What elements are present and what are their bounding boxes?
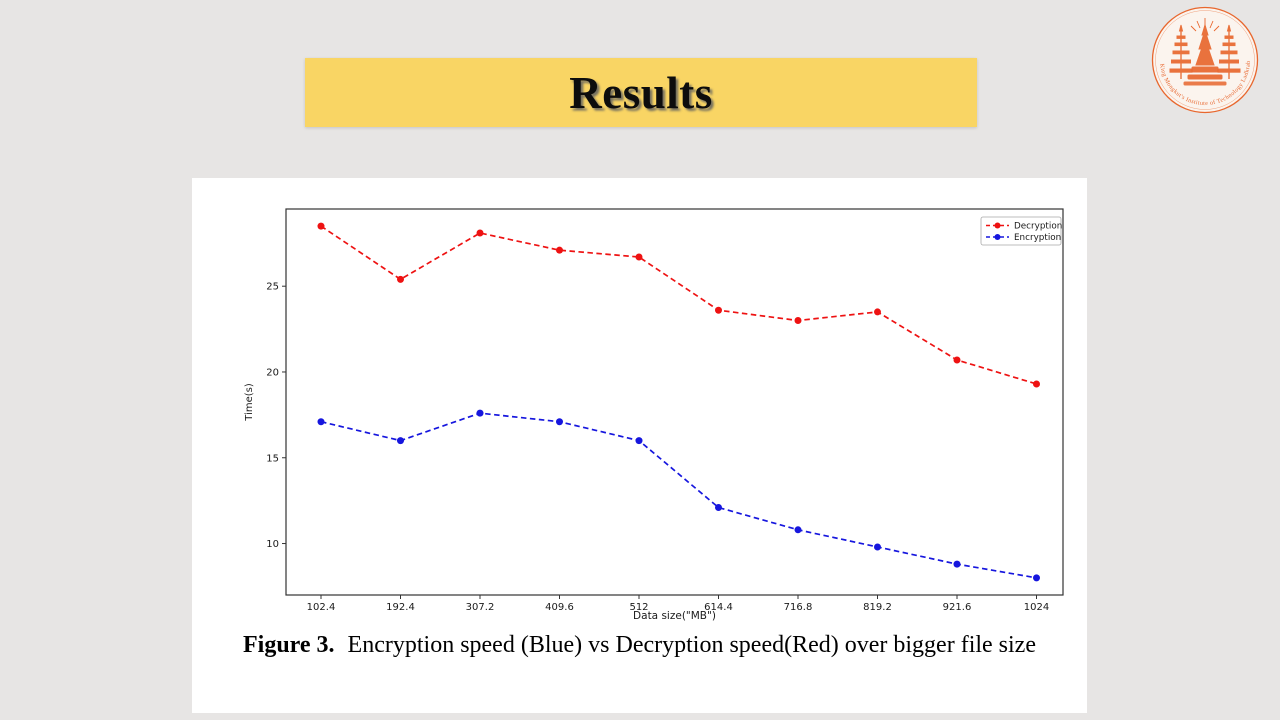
data-point (953, 356, 961, 364)
legend-label: Encryption (1014, 233, 1061, 243)
figure-caption-label: Figure 3. (243, 632, 335, 658)
data-point (317, 418, 325, 426)
data-point (397, 275, 404, 283)
svg-text:10: 10 (266, 539, 279, 550)
data-point (635, 437, 643, 445)
svg-text:20: 20 (266, 367, 279, 378)
svg-text:25: 25 (266, 282, 279, 293)
svg-text:409.6: 409.6 (545, 602, 574, 613)
svg-text:307.2: 307.2 (466, 602, 495, 613)
legend-label: Decryption (1014, 222, 1062, 232)
slide-title: Results (569, 67, 713, 118)
data-point (556, 246, 563, 254)
data-point (1033, 380, 1040, 388)
svg-text:15: 15 (266, 453, 279, 464)
svg-text:1024: 1024 (1024, 602, 1049, 613)
x-axis: 102.4 192.4 307.2 409.6 512 614.4 716.8 819.2 92… (307, 595, 1049, 622)
svg-text:716.8: 716.8 (784, 602, 813, 613)
data-point (476, 229, 484, 237)
seal-emblem (1169, 18, 1241, 86)
data-point (874, 308, 881, 316)
svg-text:192.4: 192.4 (386, 602, 415, 613)
svg-text:819.2: 819.2 (863, 602, 892, 613)
y-axis: 10 15 20 25 Time(s) (244, 282, 286, 550)
data-point (715, 504, 722, 512)
chart-area: 10 15 20 25 Time(s) 102.4 192.4 307.2 409.6 512 61… (192, 178, 1087, 622)
svg-text:512: 512 (629, 602, 648, 613)
figure-panel: 10 15 20 25 Time(s) 102.4 192.4 307.2 409.6 512 61… (192, 178, 1087, 713)
svg-text:102.4: 102.4 (307, 602, 336, 613)
line-chart: 10 15 20 25 Time(s) 102.4 192.4 307.2 409.6 512 61… (244, 208, 1064, 622)
data-point (794, 526, 802, 534)
x-axis-label: Data size("MB") (633, 610, 716, 622)
svg-text:921.6: 921.6 (943, 602, 972, 613)
data-point (397, 437, 404, 445)
plot-border (285, 208, 1064, 596)
data-point (715, 306, 722, 314)
university-seal-icon: King Mongkut's Institute of Technology L… (1150, 5, 1259, 114)
data-point (556, 418, 563, 426)
figure-caption: Figure 3. Encryption speed (Blue) vs Decr… (192, 630, 1087, 660)
y-axis-label: Time(s) (244, 383, 255, 422)
series-encryption (317, 409, 1040, 582)
series-decryption (317, 222, 1040, 388)
data-point (874, 543, 881, 551)
svg-text:614.4: 614.4 (704, 602, 733, 613)
data-point (317, 222, 325, 230)
figure-caption-text: Encryption speed (Blue) vs Decryption sp… (347, 632, 1036, 658)
data-point (794, 317, 802, 325)
title-banner: Results (305, 58, 977, 127)
data-point (953, 560, 961, 568)
data-point (1033, 574, 1040, 582)
data-point (476, 409, 484, 417)
data-point (635, 253, 643, 261)
